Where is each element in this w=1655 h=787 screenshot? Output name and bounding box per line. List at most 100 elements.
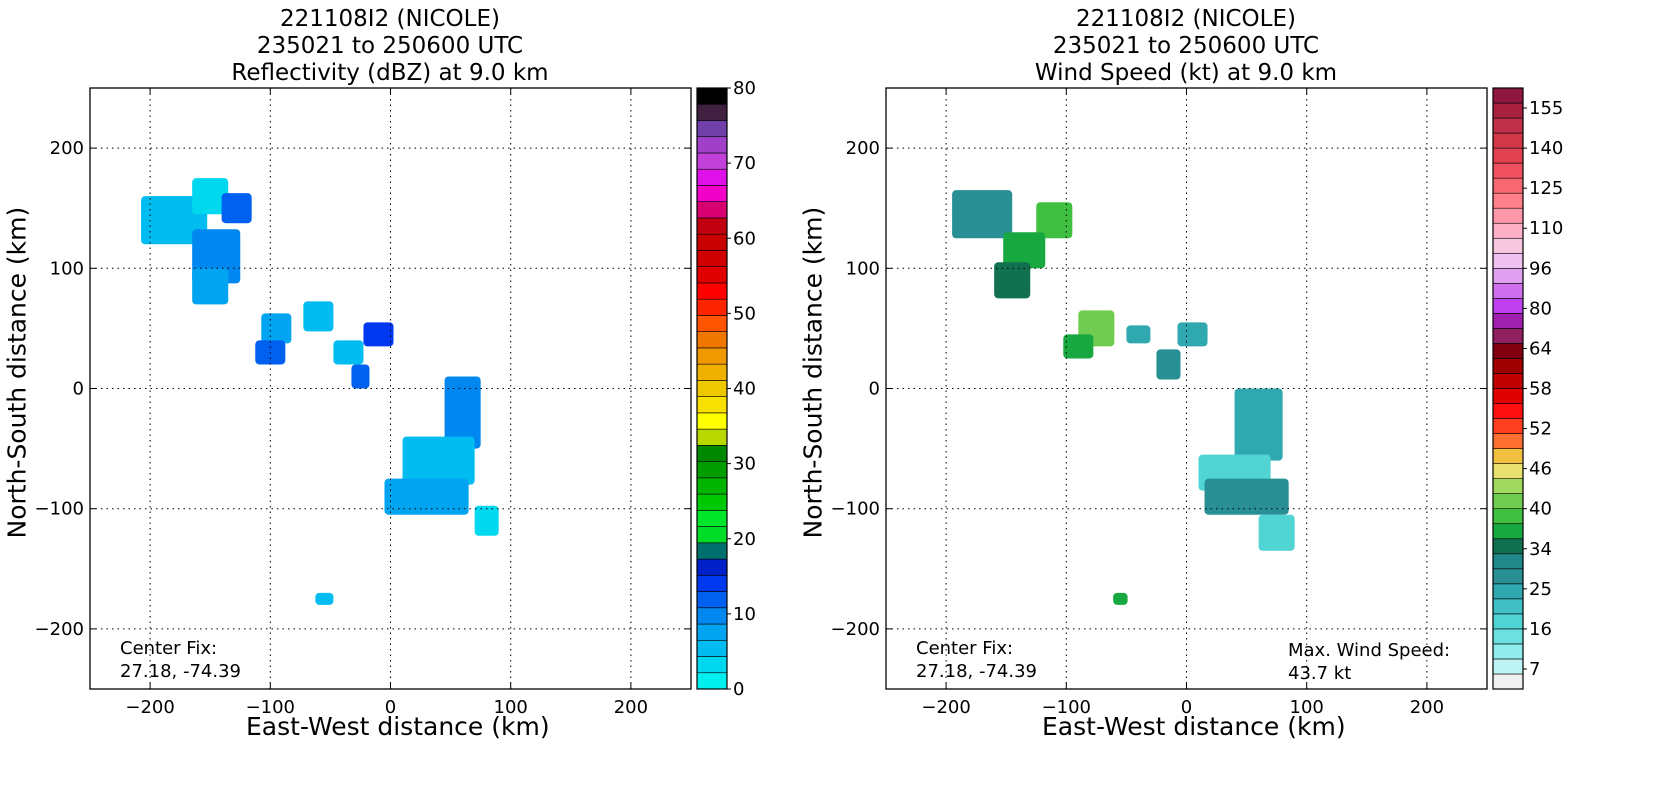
y-tick-label: 100 xyxy=(50,258,84,279)
colorbar-swatch xyxy=(696,445,728,462)
colorbar-swatch xyxy=(1492,388,1524,404)
colorbar-tick-label: 10 xyxy=(733,604,756,625)
plot-frame xyxy=(89,87,692,690)
colorbar-swatch xyxy=(1492,222,1524,239)
colorbar-swatch xyxy=(696,136,728,154)
echo-cell xyxy=(1204,478,1289,515)
colorbar-swatch xyxy=(1492,538,1524,555)
x-tick-label: 0 xyxy=(385,697,396,718)
echo-cell xyxy=(1003,232,1046,269)
colorbar-swatch xyxy=(696,331,728,349)
colorbar-swatch xyxy=(1492,328,1524,344)
center-fix-label: Center Fix: xyxy=(916,638,1014,659)
colorbar-swatch xyxy=(1492,132,1524,149)
colorbar-swatch xyxy=(1492,403,1524,419)
echo-cell xyxy=(192,268,229,305)
echo-cell xyxy=(261,313,292,344)
echo-cell xyxy=(1177,322,1208,347)
x-tick-label: 100 xyxy=(494,697,528,718)
colorbar-swatch xyxy=(1492,313,1524,329)
echo-cell xyxy=(1234,388,1283,461)
colorbar-swatch xyxy=(696,217,728,235)
echo-cell xyxy=(402,436,475,485)
center-fix-label: Center Fix: xyxy=(120,638,218,659)
colorbar-swatch xyxy=(696,607,728,625)
x-tick-label: −200 xyxy=(125,697,174,718)
colorbar-swatch xyxy=(696,412,728,430)
colorbar-swatch xyxy=(696,623,728,641)
x-tick-label: 0 xyxy=(1181,697,1192,718)
reflectivity-plot: −200 −100 0 100 200 200 100 0 −100 −200 0 10 20 30 40 5… xyxy=(35,78,756,718)
y-tick-label: 200 xyxy=(846,138,880,159)
colorbar-swatch xyxy=(696,656,728,674)
colorbar-swatch xyxy=(696,315,728,332)
colorbar-swatch xyxy=(1492,237,1524,254)
echo-cell xyxy=(1113,592,1128,605)
x-tick-label: −100 xyxy=(246,697,295,718)
colorbar-swatch xyxy=(696,396,728,414)
echo-cell xyxy=(474,505,499,536)
echo-cell xyxy=(363,322,394,347)
colorbar-swatch xyxy=(1492,358,1524,374)
echo-cell xyxy=(303,301,334,332)
echo-cell xyxy=(1063,334,1094,359)
colorbar-swatch xyxy=(1492,373,1524,389)
echo-cell xyxy=(351,364,370,389)
title-line: Reflectivity (dBZ) at 9.0 km xyxy=(231,60,549,86)
colorbar-tick-label: 40 xyxy=(733,379,756,400)
colorbar-swatch xyxy=(1492,478,1524,494)
colorbar-tick-label: 7 xyxy=(1529,659,1540,680)
colorbar-tick-label: 80 xyxy=(1529,298,1552,319)
center-fix-value: 27.18, -74.39 xyxy=(120,661,241,682)
colorbar-swatch xyxy=(1492,658,1524,675)
colorbar-swatch xyxy=(696,542,728,560)
echo-cell xyxy=(192,178,229,215)
colorbar-tick-label: 50 xyxy=(733,303,756,324)
chart-title: 221108I2 (NICOLE) 235021 to 250600 UTC W… xyxy=(886,6,1486,87)
plot-frame xyxy=(885,87,1488,690)
colorbar-swatch xyxy=(696,168,728,186)
colorbar-tick-label: 30 xyxy=(733,454,756,475)
wind-speed-plot: −200 −100 0 100 200 200 100 0 −100 −200 7 16 25 34 40 4… xyxy=(831,87,1563,718)
colorbar-tick-label: 58 xyxy=(1529,379,1552,400)
colorbar-swatch xyxy=(1492,418,1524,434)
colorbar-swatch xyxy=(696,493,728,511)
echo-cell xyxy=(384,478,469,515)
colorbar-swatch xyxy=(696,282,728,300)
x-tick-label: −100 xyxy=(1042,697,1091,718)
colorbar-swatch xyxy=(1492,267,1524,284)
colorbar-tick-label: 0 xyxy=(733,679,744,700)
colorbar-tick-label: 96 xyxy=(1529,258,1552,279)
x-tick-label: 200 xyxy=(614,697,648,718)
colorbar-swatch xyxy=(696,639,728,657)
colorbar-tick-label: 80 xyxy=(733,78,756,99)
reflectivity-panel: 221108I2 (NICOLE) 235021 to 250600 UTC R… xyxy=(0,0,800,787)
colorbar-swatch xyxy=(1492,598,1524,615)
colorbar-swatch xyxy=(696,526,728,544)
x-tick-label: 200 xyxy=(1410,697,1444,718)
colorbar-swatch xyxy=(1492,463,1524,479)
colorbar-swatch xyxy=(1492,508,1524,525)
colorbar-swatch xyxy=(1492,117,1524,134)
colorbar-swatch xyxy=(1492,162,1524,179)
colorbar-swatch xyxy=(1492,448,1524,464)
colorbar-swatch xyxy=(1492,283,1524,299)
colorbar-swatch xyxy=(1492,673,1524,690)
echo-cell xyxy=(315,592,334,605)
colorbar-swatch xyxy=(1492,87,1524,104)
max-wind-value: 43.7 kt xyxy=(1288,663,1352,684)
y-tick-label: −200 xyxy=(831,619,880,640)
colorbar-swatch xyxy=(1492,583,1524,600)
colorbar-tick-label: 16 xyxy=(1529,619,1552,640)
colorbar-swatch xyxy=(1492,102,1524,119)
y-tick-label: 200 xyxy=(50,138,84,159)
colorbar-tick-label: 125 xyxy=(1529,178,1563,199)
colorbar-swatch xyxy=(696,120,728,138)
colorbar-tick-label: 34 xyxy=(1529,539,1552,560)
y-axis-label: North-South distance (km) xyxy=(2,206,32,539)
colorbar-tick-label: 25 xyxy=(1529,579,1552,600)
echo-cell xyxy=(221,193,252,224)
x-tick-label: 100 xyxy=(1290,697,1324,718)
colorbar-swatch xyxy=(696,250,728,267)
echo-cell xyxy=(1156,349,1181,380)
